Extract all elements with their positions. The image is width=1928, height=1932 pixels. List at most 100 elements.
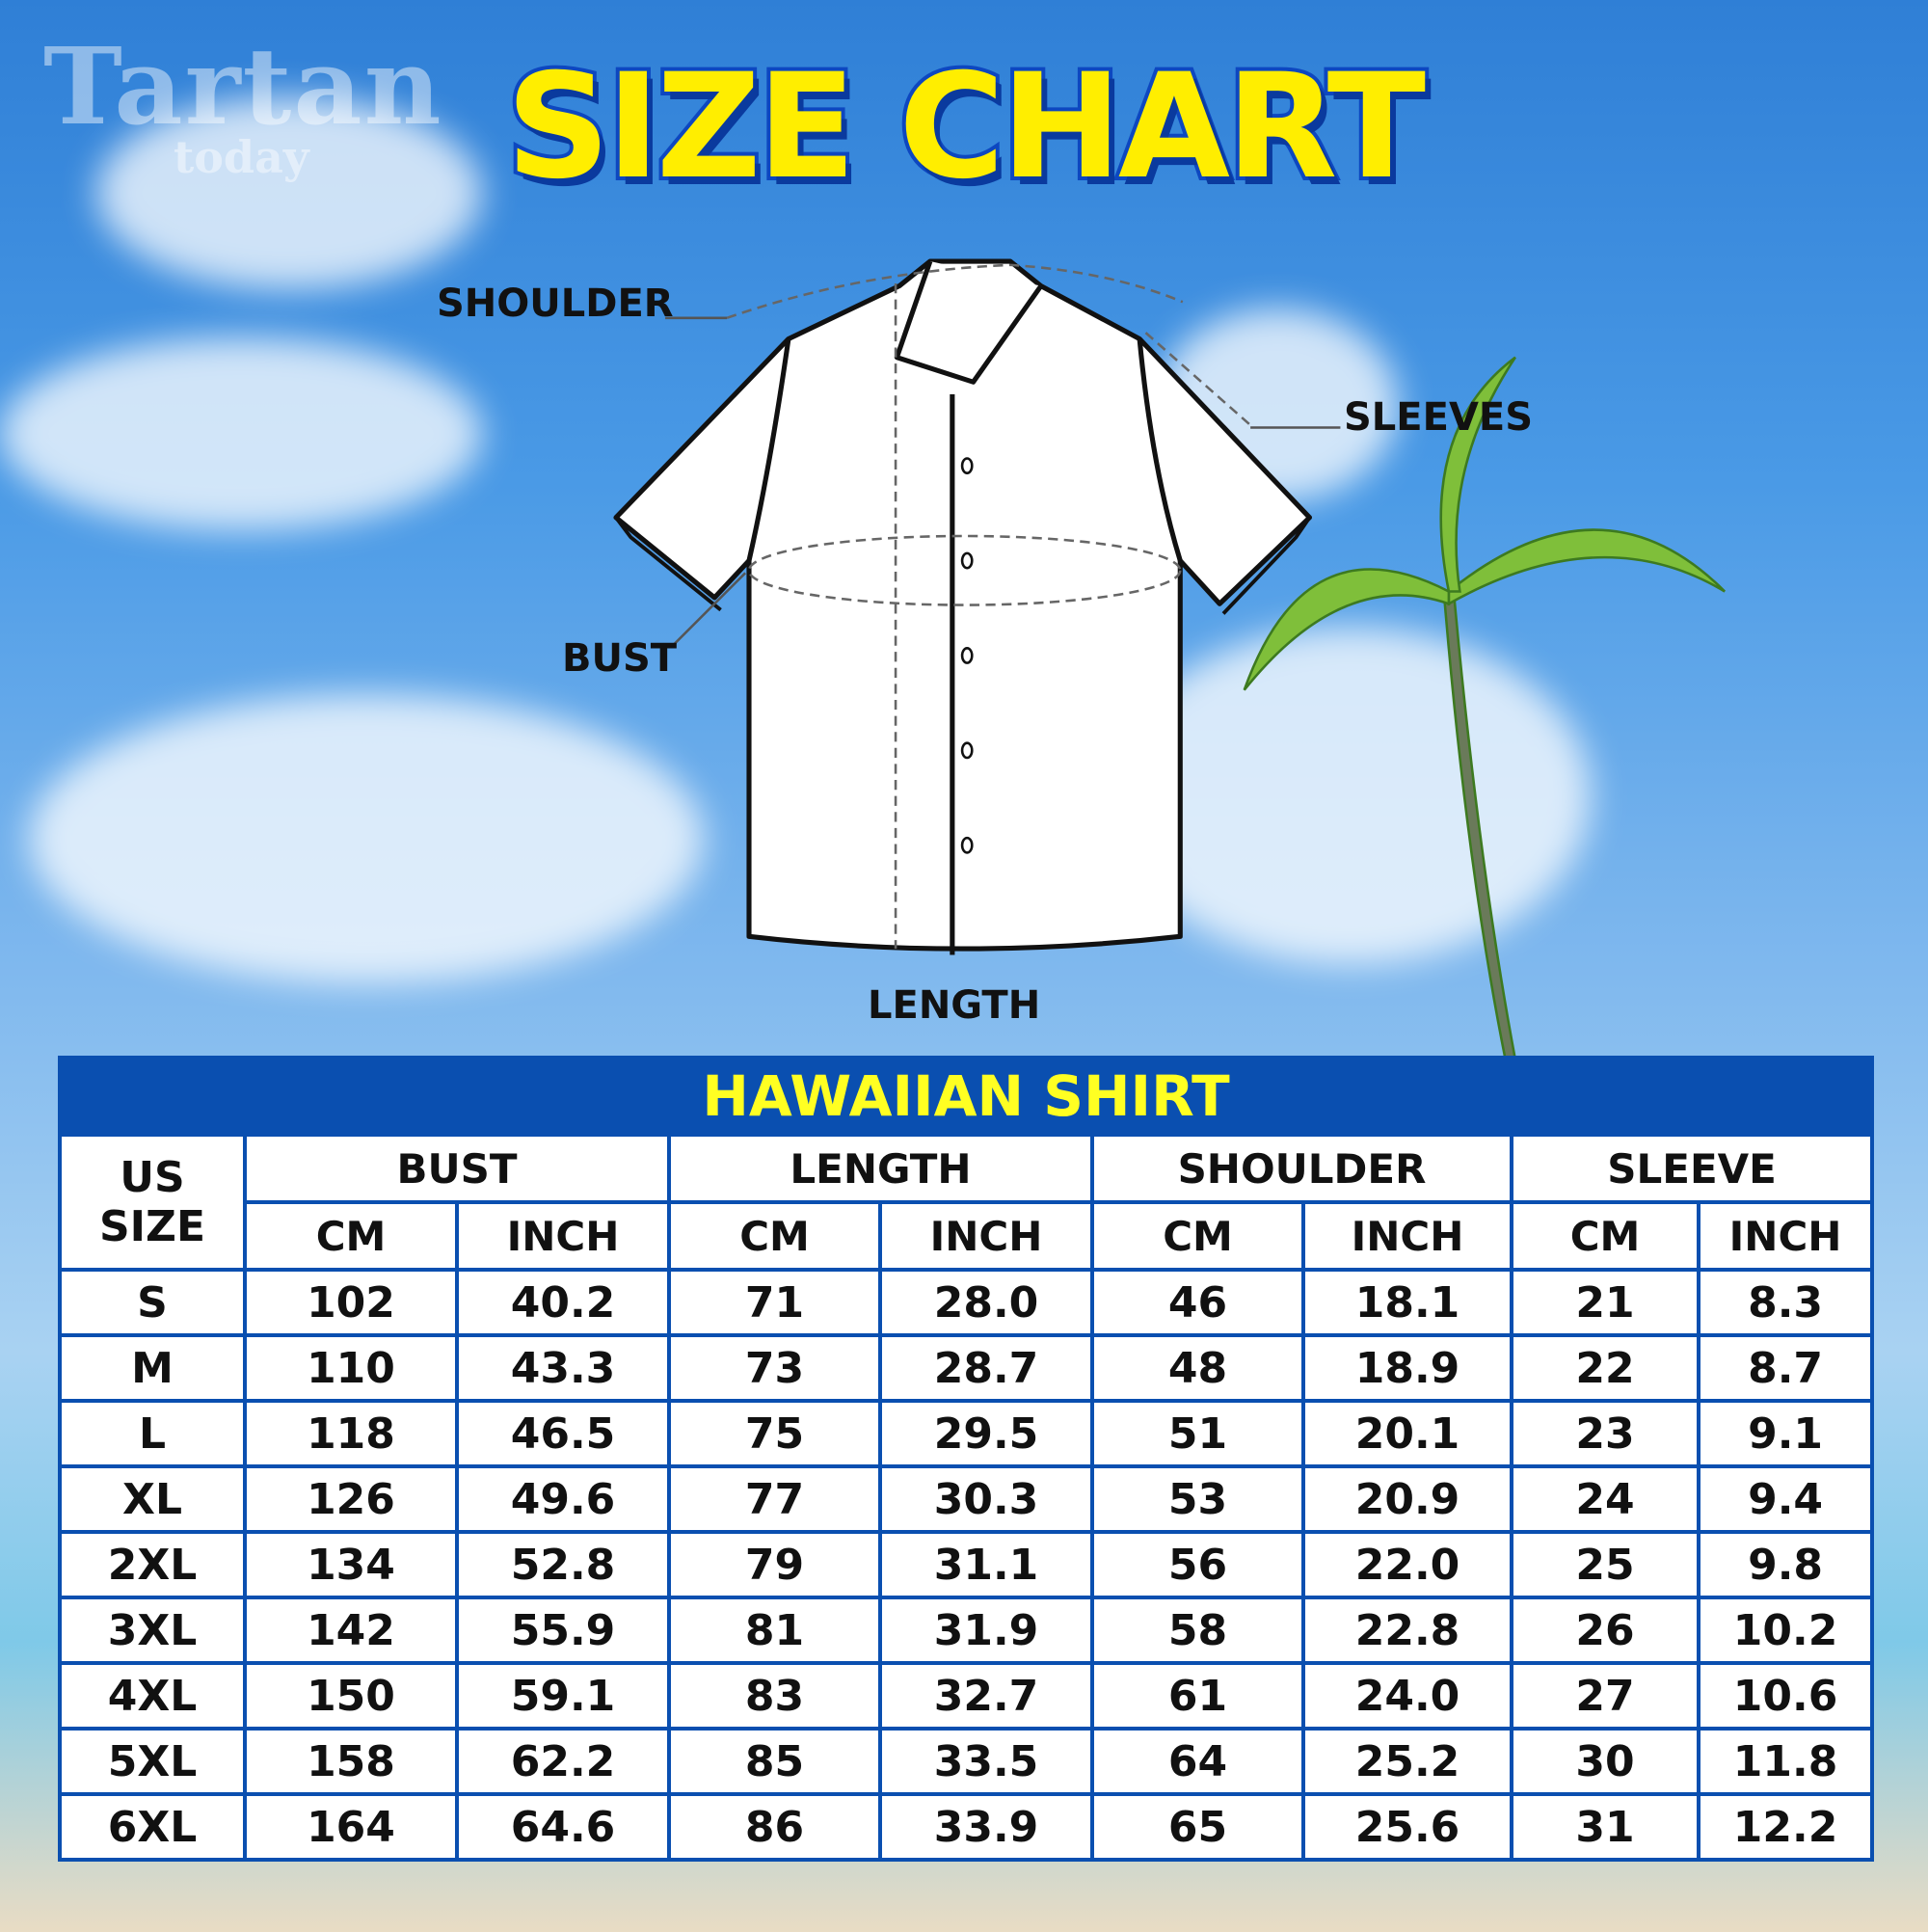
- value-cell: 126: [243, 1464, 459, 1534]
- value-cell: 85: [667, 1727, 882, 1796]
- watermark-logo: Tartan today: [43, 24, 443, 183]
- value-cell: 150: [243, 1661, 459, 1731]
- value-cell: 25.2: [1301, 1727, 1513, 1796]
- size-cell: 2XL: [58, 1530, 247, 1599]
- header-bust: BUST: [243, 1133, 671, 1204]
- value-cell: 24.0: [1301, 1661, 1513, 1731]
- header-unit: CM: [1510, 1200, 1700, 1272]
- table-row: 2XL 134 52.8 79 31.1 56 22.0 25 9.8: [58, 1530, 1875, 1599]
- value-cell: 142: [243, 1596, 459, 1665]
- header-unit: CM: [667, 1200, 882, 1272]
- cloud: [29, 694, 704, 983]
- size-cell: M: [58, 1333, 247, 1403]
- value-cell: 24: [1510, 1464, 1700, 1534]
- label-shoulder: SHOULDER: [437, 282, 674, 326]
- value-cell: 134: [243, 1530, 459, 1599]
- value-cell: 9.1: [1696, 1399, 1875, 1468]
- value-cell: 51: [1090, 1399, 1305, 1468]
- size-cell: 5XL: [58, 1727, 247, 1796]
- watermark-line2: today: [174, 131, 309, 183]
- value-cell: 46.5: [455, 1399, 671, 1468]
- header-shoulder: SHOULDER: [1090, 1133, 1513, 1204]
- value-cell: 12.2: [1696, 1792, 1875, 1862]
- value-cell: 28.7: [878, 1333, 1094, 1403]
- palm-tree-icon: [1243, 356, 1727, 1061]
- value-cell: 46: [1090, 1268, 1305, 1337]
- value-cell: 71: [667, 1268, 882, 1337]
- size-cell: 4XL: [58, 1661, 247, 1731]
- value-cell: 65: [1090, 1792, 1305, 1862]
- value-cell: 20.1: [1301, 1399, 1513, 1468]
- header-unit: INCH: [1696, 1200, 1875, 1272]
- value-cell: 79: [667, 1530, 882, 1599]
- value-cell: 31: [1510, 1792, 1700, 1862]
- value-cell: 75: [667, 1399, 882, 1468]
- measurement-guides: [726, 263, 1251, 950]
- header-us-size: US SIZE: [58, 1133, 247, 1272]
- header-unit: CM: [1090, 1200, 1305, 1272]
- cloud: [0, 337, 482, 530]
- value-cell: 27: [1510, 1661, 1700, 1731]
- value-cell: 73: [667, 1333, 882, 1403]
- value-cell: 83: [667, 1661, 882, 1731]
- value-cell: 49.6: [455, 1464, 671, 1534]
- table-row: M 110 43.3 73 28.7 48 18.9 22 8.7: [58, 1333, 1875, 1403]
- label-length: LENGTH: [868, 983, 1041, 1028]
- header-unit: INCH: [1301, 1200, 1513, 1272]
- watermark-line1: Tartan: [43, 24, 443, 148]
- value-cell: 64: [1090, 1727, 1305, 1796]
- value-cell: 22.8: [1301, 1596, 1513, 1665]
- value-cell: 56: [1090, 1530, 1305, 1599]
- value-cell: 22: [1510, 1333, 1700, 1403]
- value-cell: 61: [1090, 1661, 1305, 1731]
- size-table: HAWAIIAN SHIRT US SIZE BUST LENGTH SHOUL…: [57, 1056, 1875, 1862]
- value-cell: 52.8: [455, 1530, 671, 1599]
- value-cell: 158: [243, 1727, 459, 1796]
- size-cell: 3XL: [58, 1596, 247, 1665]
- value-cell: 164: [243, 1792, 459, 1862]
- header-sleeve: SLEEVE: [1509, 1133, 1875, 1204]
- value-cell: 23: [1510, 1399, 1700, 1468]
- value-cell: 64.6: [455, 1792, 671, 1862]
- table-title: HAWAIIAN SHIRT: [57, 1056, 1875, 1137]
- size-cell: 6XL: [58, 1792, 247, 1862]
- table-row: 6XL 164 64.6 86 33.9 65 25.6 31 12.2: [58, 1792, 1875, 1862]
- value-cell: 102: [243, 1268, 459, 1337]
- value-cell: 21: [1510, 1268, 1700, 1337]
- value-cell: 118: [243, 1399, 459, 1468]
- value-cell: 10.6: [1696, 1661, 1875, 1731]
- value-cell: 33.5: [878, 1727, 1094, 1796]
- value-cell: 31.9: [878, 1596, 1094, 1665]
- value-cell: 8.3: [1696, 1268, 1875, 1337]
- value-cell: 32.7: [878, 1661, 1094, 1731]
- value-cell: 18.1: [1301, 1268, 1513, 1337]
- table-row: 4XL 150 59.1 83 32.7 61 24.0 27 10.6: [58, 1661, 1875, 1731]
- value-cell: 9.8: [1696, 1530, 1875, 1599]
- value-cell: 11.8: [1696, 1727, 1875, 1796]
- value-cell: 28.0: [878, 1268, 1094, 1337]
- cloud: [96, 96, 482, 289]
- table-row: XL 126 49.6 77 30.3 53 20.9 24 9.4: [58, 1464, 1875, 1534]
- value-cell: 110: [243, 1333, 459, 1403]
- value-cell: 48: [1090, 1333, 1305, 1403]
- size-cell: L: [58, 1399, 247, 1468]
- value-cell: 20.9: [1301, 1464, 1513, 1534]
- value-cell: 30.3: [878, 1464, 1094, 1534]
- value-cell: 29.5: [878, 1399, 1094, 1468]
- header-unit: INCH: [878, 1200, 1094, 1272]
- size-cell: S: [58, 1268, 247, 1337]
- value-cell: 31.1: [878, 1530, 1094, 1599]
- value-cell: 53: [1090, 1464, 1305, 1534]
- value-cell: 81: [667, 1596, 882, 1665]
- table-row: L 118 46.5 75 29.5 51 20.1 23 9.1: [58, 1399, 1875, 1468]
- value-cell: 59.1: [455, 1661, 671, 1731]
- value-cell: 10.2: [1696, 1596, 1875, 1665]
- label-bust: BUST: [562, 636, 678, 681]
- header-unit: CM: [243, 1200, 459, 1272]
- value-cell: 43.3: [455, 1333, 671, 1403]
- value-cell: 25.6: [1301, 1792, 1513, 1862]
- table-row: 3XL 142 55.9 81 31.9 58 22.8 26 10.2: [58, 1596, 1875, 1665]
- label-leaders: [665, 316, 1341, 648]
- value-cell: 18.9: [1301, 1333, 1513, 1403]
